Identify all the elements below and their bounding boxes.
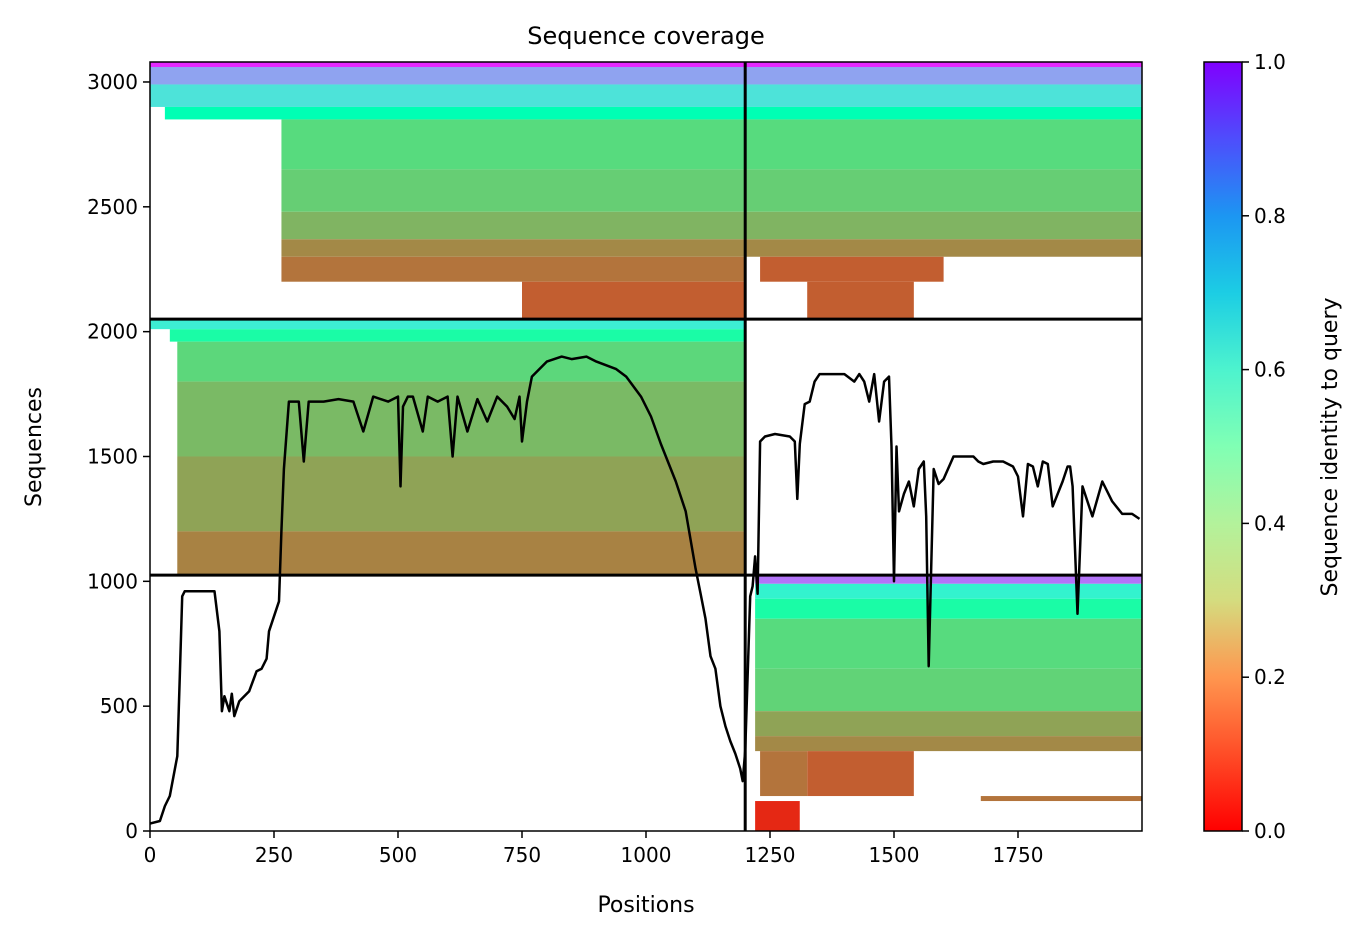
colorbar-ticks: 0.0 0.2 0.4 0.6 0.8 1.0 bbox=[1242, 50, 1286, 843]
heatmap-band-paired-10 bbox=[522, 281, 746, 320]
heatmap-band-chain-2-8 bbox=[760, 751, 808, 797]
heatmap-band-paired-2 bbox=[150, 84, 1142, 107]
heatmap-band-chain-2-0 bbox=[755, 575, 1142, 584]
heatmap-band-chain-1-4 bbox=[177, 456, 746, 532]
heatmap-band-chain-2-2 bbox=[755, 598, 1142, 619]
y-tick-label: 1500 bbox=[87, 444, 138, 468]
heatmap-band-paired-7 bbox=[281, 239, 1142, 257]
colorbar-tick-label: 1.0 bbox=[1254, 50, 1286, 74]
colorbar-tick-label: 0.2 bbox=[1254, 665, 1286, 689]
heatmap-band-paired-11 bbox=[807, 281, 914, 320]
heatmap-band-chain-2-4 bbox=[755, 668, 1142, 712]
coverage-line-layer bbox=[150, 355, 1141, 825]
colorbar-tick-label: 0.0 bbox=[1254, 819, 1286, 843]
coverage-line bbox=[150, 355, 1141, 825]
x-tick-label: 1250 bbox=[745, 843, 796, 867]
heatmap-band-chain-2-3 bbox=[755, 618, 1142, 669]
y-tick-label: 2500 bbox=[87, 195, 138, 219]
heatmap-band-chain-2-6 bbox=[755, 736, 1142, 752]
y-axis-ticks: 0 500 1000 1500 2000 2500 3000 bbox=[87, 70, 150, 843]
colorbar-tick-label: 0.6 bbox=[1254, 358, 1286, 382]
heatmap-band-chain-2-7 bbox=[807, 751, 914, 797]
heatmap-band-paired-0 bbox=[150, 62, 1142, 67]
heatmap-band-chain-1-0 bbox=[150, 319, 746, 330]
colorbar-label: Sequence identity to query bbox=[1318, 297, 1343, 596]
heatmap-band-chain-2-9 bbox=[980, 796, 1142, 802]
heatmap-band-paired-1 bbox=[150, 66, 1142, 85]
y-tick-label: 3000 bbox=[87, 70, 138, 94]
x-tick-label: 1750 bbox=[993, 843, 1044, 867]
heatmap-band-paired-6 bbox=[281, 211, 1142, 240]
y-axis-label: Sequences bbox=[22, 387, 47, 507]
heatmap-band-chain-1-2 bbox=[177, 341, 746, 382]
heatmap-band-chain-2-5 bbox=[755, 711, 1142, 737]
heatmap-band-paired-8 bbox=[281, 256, 746, 282]
y-tick-label: 1000 bbox=[87, 569, 138, 593]
chart-title: Sequence coverage bbox=[527, 22, 764, 50]
x-axis-ticks: 0 250 500 750 1000 1250 1500 1750 bbox=[144, 831, 1044, 867]
y-tick-label: 500 bbox=[100, 694, 138, 718]
heatmap-band-paired-3 bbox=[164, 106, 1142, 120]
heatmap-band-chain-2-10 bbox=[755, 801, 800, 831]
chain-boundaries bbox=[150, 62, 1142, 831]
x-tick-label: 500 bbox=[379, 843, 417, 867]
heatmap-band-chain-2-1 bbox=[755, 583, 1142, 599]
heatmap-band-paired-5 bbox=[281, 169, 1142, 212]
x-axis-label: Positions bbox=[597, 893, 694, 918]
heatmap-band-chain-1-5 bbox=[177, 531, 746, 576]
heatmap-band-chain-1-1 bbox=[169, 329, 746, 342]
heatmap-band-paired-4 bbox=[281, 119, 1142, 170]
y-tick-label: 0 bbox=[125, 819, 138, 843]
x-tick-label: 1500 bbox=[869, 843, 920, 867]
colorbar-tick-label: 0.4 bbox=[1254, 511, 1286, 535]
heatmap-band-paired-9 bbox=[760, 256, 944, 282]
x-tick-label: 750 bbox=[503, 843, 541, 867]
colorbar bbox=[1203, 61, 1243, 832]
heatmap-bands bbox=[150, 62, 1142, 831]
x-tick-label: 1000 bbox=[621, 843, 672, 867]
x-tick-label: 0 bbox=[144, 843, 157, 867]
heatmap-band-chain-1-3 bbox=[177, 381, 746, 457]
colorbar-tick-label: 0.8 bbox=[1254, 204, 1286, 228]
x-tick-label: 250 bbox=[255, 843, 293, 867]
y-tick-label: 2000 bbox=[87, 320, 138, 344]
